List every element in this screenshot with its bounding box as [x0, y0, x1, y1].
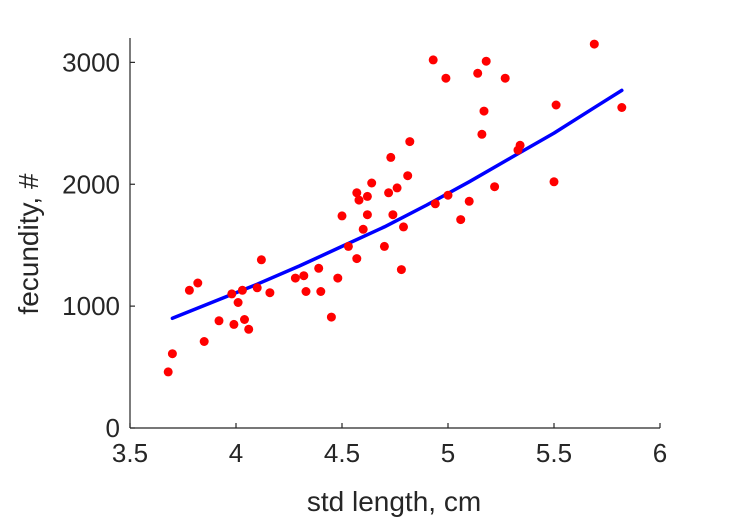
x-tick-label: 5: [441, 438, 455, 468]
data-point: [388, 210, 398, 220]
data-point: [367, 178, 377, 188]
data-point: [184, 285, 194, 295]
data-point: [265, 288, 275, 298]
data-point: [428, 55, 438, 65]
plot-area: [163, 39, 627, 377]
fit-curve: [170, 88, 624, 321]
x-tick-label: 4: [229, 438, 243, 468]
data-point: [500, 73, 510, 83]
x-axis-label: std length, cm: [307, 486, 481, 517]
data-point: [199, 337, 209, 346]
y-tick-label: 2000: [62, 169, 120, 199]
data-point: [326, 312, 336, 322]
data-point: [490, 182, 500, 192]
data-point: [354, 195, 364, 205]
data-point: [193, 278, 203, 288]
data-point: [549, 177, 559, 187]
data-point: [352, 254, 362, 264]
data-point: [362, 191, 372, 201]
data-point: [392, 183, 402, 193]
data-point: [233, 298, 243, 307]
data-point: [551, 100, 561, 110]
data-point: [240, 315, 249, 324]
x-tick-label: 6: [653, 438, 667, 468]
x-tick-label: 3.5: [112, 438, 148, 468]
data-point: [256, 255, 266, 265]
data-point: [237, 285, 247, 295]
data-point: [337, 211, 347, 221]
data-point: [167, 349, 177, 359]
data-point: [430, 199, 440, 209]
data-point: [403, 171, 413, 181]
data-point: [405, 137, 415, 147]
data-point: [396, 265, 406, 275]
x-tick-label: 5.5: [536, 438, 572, 468]
y-tick-label: 0: [106, 413, 120, 443]
data-point: [441, 73, 451, 83]
data-point: [244, 324, 254, 334]
data-point: [617, 103, 627, 112]
data-point: [386, 152, 396, 162]
data-point: [252, 283, 262, 293]
data-point: [473, 68, 483, 78]
data-point: [352, 188, 362, 198]
data-point: [316, 287, 326, 296]
y-axis-label: fecundity, #: [13, 173, 44, 315]
axes: 3.5 4 4.5 5 5.5 6 0 1000 2000 3000: [62, 38, 667, 468]
data-point: [479, 106, 489, 116]
x-tick-label: 4.5: [324, 438, 360, 468]
data-point: [443, 190, 453, 200]
data-point: [515, 140, 525, 150]
y-tick-label: 1000: [62, 291, 120, 321]
data-point: [379, 241, 389, 251]
data-point: [399, 222, 408, 232]
data-point: [299, 271, 309, 281]
data-point: [343, 241, 353, 251]
data-point: [163, 367, 173, 377]
y-tick-label: 3000: [62, 47, 120, 77]
data-point: [464, 196, 474, 206]
data-point: [362, 210, 372, 220]
data-point: [314, 263, 324, 273]
data-point: [333, 273, 343, 283]
data-point: [229, 319, 239, 329]
data-point: [456, 215, 466, 225]
data-point: [290, 273, 300, 283]
data-point: [301, 287, 311, 296]
data-point: [358, 224, 368, 234]
data-point: [589, 39, 599, 49]
data-point: [384, 188, 394, 198]
data-point: [481, 56, 491, 66]
data-point: [214, 316, 224, 326]
data-point: [227, 289, 237, 299]
data-point: [477, 129, 487, 139]
